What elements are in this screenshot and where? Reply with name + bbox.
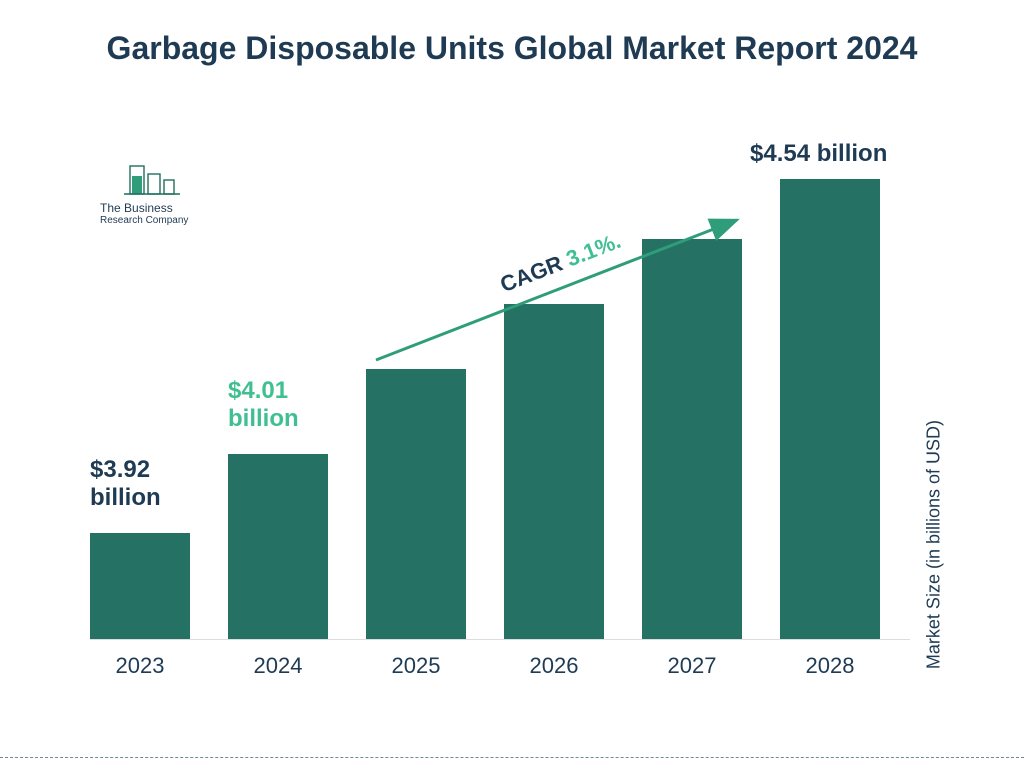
bar-2025 (366, 369, 466, 639)
callout-2024-value: $4.01 (228, 377, 288, 404)
footer-divider (0, 757, 1024, 758)
growth-arrow (366, 210, 767, 395)
callout-2024: $4.01 billion (228, 377, 299, 432)
bar-chart: Market Size (in billions of USD) $3.92 b… (90, 155, 930, 685)
callout-2023: $3.92 billion (90, 456, 161, 511)
callout-2024-unit: billion (228, 405, 299, 432)
bar-2024 (228, 454, 328, 639)
x-tick-2027: 2027 (642, 653, 742, 679)
x-tick-2023: 2023 (90, 653, 190, 679)
bar-2028 (780, 179, 880, 639)
callout-2023-unit: billion (90, 484, 161, 511)
x-tick-2026: 2026 (504, 653, 604, 679)
chart-title: Garbage Disposable Units Global Market R… (0, 28, 1024, 68)
x-tick-2025: 2025 (366, 653, 466, 679)
y-axis-label: Market Size (in billions of USD) (924, 420, 945, 669)
x-tick-2024: 2024 (228, 653, 328, 679)
callout-2023-value: $3.92 (90, 456, 150, 483)
callout-2028: $4.54 billion (750, 140, 887, 168)
x-tick-2028: 2028 (780, 653, 880, 679)
chart-container: Garbage Disposable Units Global Market R… (0, 0, 1024, 768)
bar-2023 (90, 533, 190, 639)
